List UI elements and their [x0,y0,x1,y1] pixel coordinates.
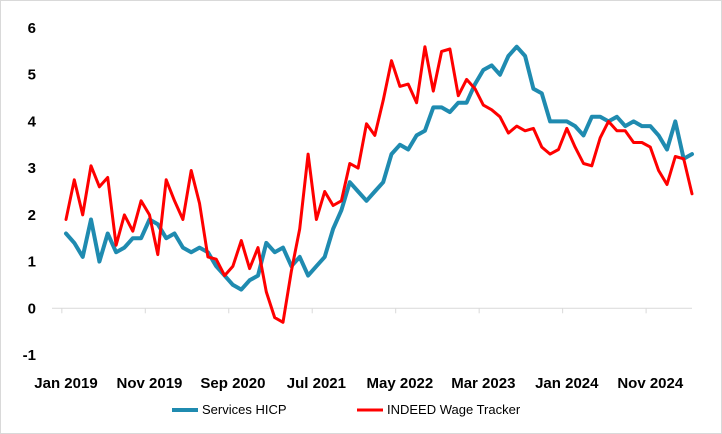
series-line-services-hicp [64,44,694,292]
y-tick-label: 2 [28,207,36,224]
legend: Services HICP INDEED Wage Tracker [172,402,521,417]
y-tick-label: 1 [28,254,36,271]
x-tick-label: May 2022 [367,375,434,392]
y-tick-label: 0 [28,300,36,317]
y-tick-label: -1 [23,347,36,364]
series-line-indeed-wage-tracker [64,45,694,324]
y-tick-label: 3 [28,160,36,177]
legend-label: Services HICP [202,402,287,417]
x-tick-label: Jul 2021 [287,375,346,392]
legend-label: INDEED Wage Tracker [387,402,521,417]
x-tick-label: Sep 2020 [200,375,265,392]
x-tick-label: Mar 2023 [451,375,515,392]
series-lines [64,44,694,324]
x-axis-labels: Jan 2019 Nov 2019 Sep 2020 Jul 2021 May 2022… [34,375,684,392]
y-tick-label: 6 [28,20,36,37]
x-axis [52,307,692,314]
x-tick-label: Jan 2024 [535,375,599,392]
x-tick-label: Jan 2019 [34,375,97,392]
y-tick-label: 4 [28,113,37,130]
y-axis-labels: -1 0 1 2 3 4 5 6 [23,20,37,364]
y-tick-label: 5 [28,67,36,84]
x-tick-label: Nov 2019 [117,375,183,392]
x-tick-label: Nov 2024 [617,375,684,392]
